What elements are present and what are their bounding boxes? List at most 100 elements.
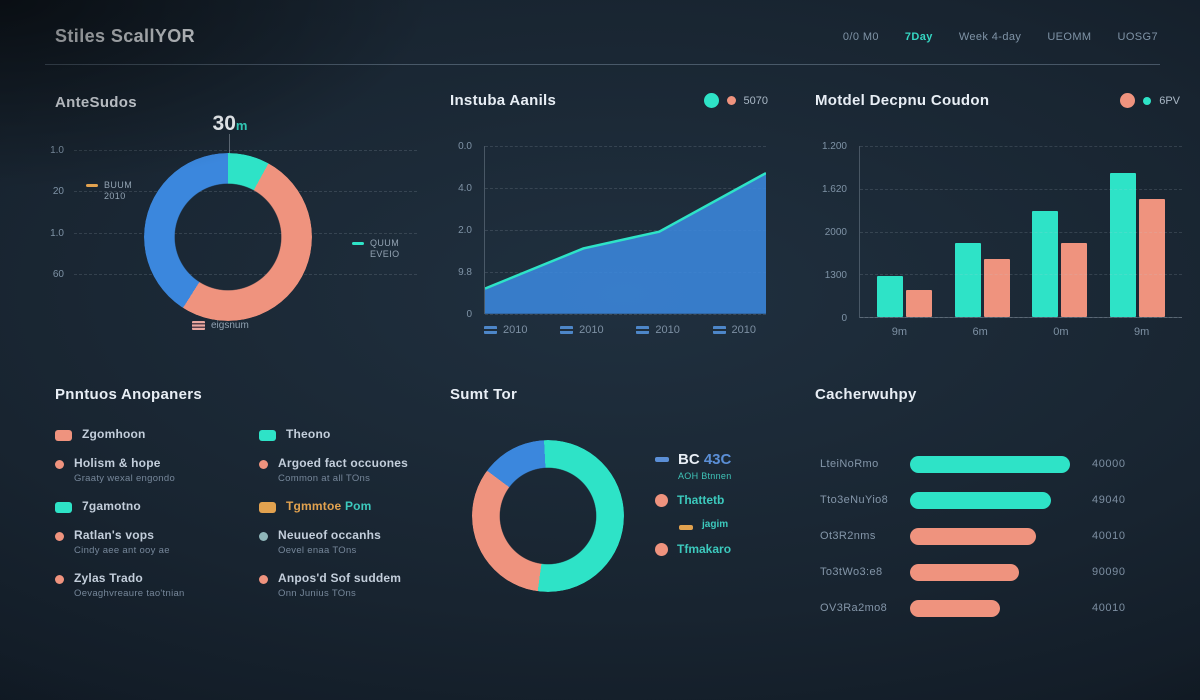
x-legend-item[interactable]: 2010 <box>636 324 680 336</box>
panel-instuba: Instuba Aanils 5070 0.0 4.0 2.0 9.8 0 2010 20… <box>450 88 772 366</box>
y-axis-labels: 1.0 20 1.0 60 <box>40 145 68 280</box>
legend-text: Zylas Trado Oevaghvreaure tao'tnian <box>74 572 185 600</box>
legend-text: Zgomhoon <box>82 428 146 441</box>
legend-item[interactable]: Theono <box>259 428 449 441</box>
donut-legend-item[interactable]: BC 43C AOH Btnnen <box>655 452 732 481</box>
legend-item[interactable]: Tgmmtoe Pom <box>259 500 449 513</box>
square-icon <box>259 430 276 441</box>
panel-head: Instuba Aanils 5070 <box>450 92 768 109</box>
salmon-bar <box>1061 243 1088 317</box>
bar-group[interactable] <box>1032 146 1088 317</box>
legend-text: BC 43C AOH Btnnen <box>678 452 732 481</box>
legend-subtitle: Oevel enaa TOns <box>278 545 357 556</box>
legend-title-part: Thattetb <box>677 493 725 507</box>
dot-icon <box>55 460 64 469</box>
panel-motdel: Motdel Decpnu Coudon 6PV 1.200 1.620 2000 1… <box>815 88 1190 366</box>
legend-subtitle: AOH Btnnen <box>678 471 732 481</box>
legend-title-part: Ratlan's vops <box>74 528 155 542</box>
double-dash-icon <box>484 326 497 334</box>
panel-legend-badge: 6PV <box>1120 93 1180 108</box>
legend-item[interactable]: Neuueof occanhs Oevel enaa TOns <box>259 529 449 556</box>
legend-item[interactable]: Zylas Trado Oevaghvreaure tao'tnian <box>55 572 245 599</box>
hbar-label: Tto3eNuYio8 <box>820 494 889 506</box>
legend-title-part: jagim <box>702 519 729 530</box>
donut-legend-item[interactable]: Thattetb <box>655 494 732 507</box>
legend-text: Ratlan's vops Cindy aee ant ooy ae <box>74 528 170 557</box>
legend-title: Neuueof occanhs <box>278 529 381 542</box>
hbar <box>910 455 1070 473</box>
legend-item[interactable]: 7gamotno <box>55 500 245 513</box>
center-value: 30 <box>212 112 236 135</box>
callout-dash-icon <box>86 184 98 187</box>
gridline <box>860 146 1182 147</box>
hbar <box>910 527 1037 545</box>
y-tick-label: 0 <box>841 313 847 324</box>
hbar-label: LteiNoRmo <box>820 458 879 470</box>
nav-item[interactable]: UEOMM <box>1047 30 1092 43</box>
nav-item[interactable]: 0/0 M0 <box>842 30 879 43</box>
donut-footer-legend[interactable]: eigsnum <box>192 320 249 331</box>
hbar-track[interactable] <box>910 599 1070 617</box>
x-legend-item[interactable]: 2010 <box>712 324 756 336</box>
bar-group[interactable] <box>1109 146 1165 317</box>
nav-item[interactable]: 7Day <box>904 30 933 43</box>
legend-title: Theono <box>286 428 331 441</box>
bar-plot[interactable] <box>859 146 1182 318</box>
area-plot[interactable] <box>484 146 766 315</box>
teal-bar <box>1032 210 1059 317</box>
nav-item[interactable]: Week 4-day <box>958 30 1022 43</box>
gridline <box>485 230 766 231</box>
y-axis-labels: 0.0 4.0 2.0 9.8 0 <box>450 141 476 320</box>
legend-title-part: BC <box>678 451 704 468</box>
hbar-track[interactable] <box>910 527 1070 545</box>
y-tick-label: 0.0 <box>458 141 472 152</box>
hbar-rows: LteiNoRmo 40000 Tto3eNuYio8 49040 Ot3R2nms 40… <box>820 446 1190 626</box>
gridline <box>485 188 766 189</box>
nav-item[interactable]: UOSG7 <box>1117 30 1158 43</box>
x-legend-item[interactable]: 2010 <box>560 324 604 336</box>
legend-item[interactable]: Ratlan's vops Cindy aee ant ooy ae <box>55 529 245 556</box>
hbar-track[interactable] <box>910 563 1070 581</box>
donut-legend-item[interactable]: jagim <box>679 520 732 530</box>
stripes-icon <box>192 321 205 330</box>
legend-title: Tgmmtoe Pom <box>286 500 372 513</box>
legend-text: Argoed fact occuones Common at all TOns <box>278 457 408 485</box>
legend-item[interactable]: Argoed fact occuones Common at all TOns <box>259 457 449 484</box>
hbar-value: 90090 <box>1092 566 1126 578</box>
bar-group[interactable] <box>954 146 1010 317</box>
legend-title-part: Zgomhoon <box>82 427 146 441</box>
page-title: Stiles ScallYOR <box>55 26 196 46</box>
y-tick-label: 0 <box>466 309 472 320</box>
x-legend-label: 2010 <box>731 324 756 336</box>
hbar-row: To3tWo3:e8 90090 <box>820 554 1190 590</box>
legend-item[interactable]: Anpos'd Sof suddem Onn Junius TOns <box>259 572 449 599</box>
teal-dot-icon <box>703 93 719 108</box>
panel-pnntuos: Pnntuos Anopaners Zgomhoon Holism & hope G… <box>40 378 450 658</box>
legend-item[interactable]: Zgomhoon <box>55 428 245 441</box>
dash-icon <box>679 525 693 530</box>
badge-value: 6PV <box>1159 94 1180 107</box>
center-pointer-line <box>229 134 230 156</box>
donut-legend-item[interactable]: Tfmakaro <box>655 543 732 556</box>
callout-left: BUUM 2010 <box>86 180 132 202</box>
dot-icon <box>259 532 268 541</box>
legend-title-part: 43C <box>703 451 732 468</box>
legend-item[interactable]: Holism & hope Graaty wexal engondo <box>55 457 245 484</box>
teal-bar <box>954 243 981 317</box>
legend-title-part: Pom <box>344 499 372 513</box>
gridline <box>860 231 1182 233</box>
hbar-track[interactable] <box>910 455 1070 473</box>
panel-sumt: Sumt Tor BC 43C AOH Btnnen Thattetb jagim Tf… <box>450 378 800 640</box>
salmon-bar <box>906 289 933 317</box>
teal-dot-icon <box>1143 96 1152 105</box>
ante-donut-chart[interactable] <box>144 153 312 321</box>
hbar-track[interactable] <box>910 491 1070 509</box>
y-tick-label: 2000 <box>824 227 847 238</box>
donut-center-value: 30m <box>198 112 262 136</box>
y-tick-label: 1300 <box>824 270 847 281</box>
hbar <box>910 599 1000 617</box>
legend-column: Theono Argoed fact occuones Common at all … <box>259 428 449 599</box>
bar-group[interactable] <box>877 146 933 317</box>
x-legend-item[interactable]: 2010 <box>484 324 527 336</box>
sumt-donut-chart[interactable] <box>472 440 624 592</box>
